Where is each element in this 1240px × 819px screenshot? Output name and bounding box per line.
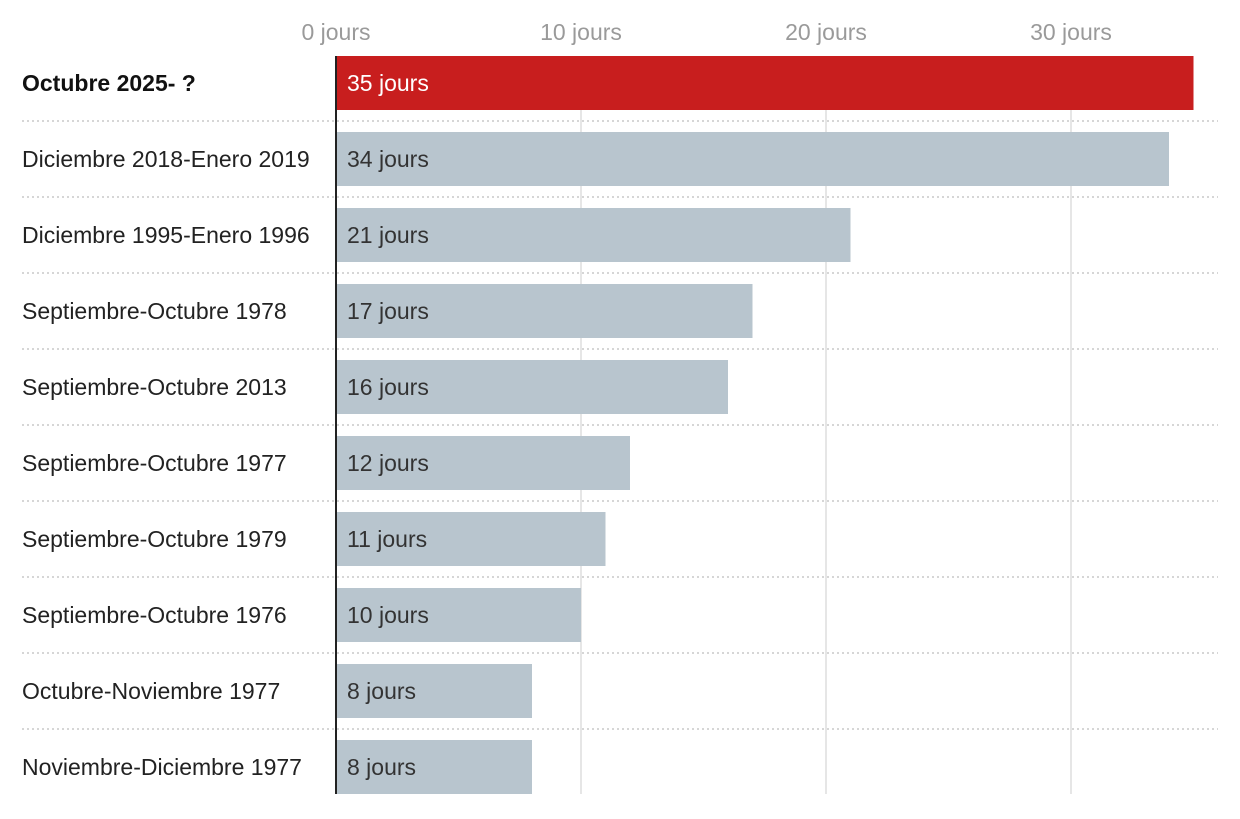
bar	[336, 664, 532, 718]
bar	[336, 588, 581, 642]
bar	[336, 360, 728, 414]
category-label: Septiembre-Octubre 1977	[22, 450, 287, 476]
bar	[336, 740, 532, 794]
category-label: Noviembre-Diciembre 1977	[22, 754, 302, 780]
value-label: 10 jours	[347, 602, 429, 628]
value-label: 35 jours	[347, 70, 429, 96]
value-label: 12 jours	[347, 450, 429, 476]
x-tick-label: 20 jours	[785, 19, 867, 45]
value-label: 8 jours	[347, 678, 416, 704]
x-tick-label: 10 jours	[540, 19, 622, 45]
row-separators	[22, 120, 1218, 730]
category-label: Septiembre-Octubre 1979	[22, 526, 287, 552]
value-label: 34 jours	[347, 146, 429, 172]
category-label: Octubre-Noviembre 1977	[22, 678, 280, 704]
value-label: 11 jours	[347, 526, 427, 552]
category-label: Octubre 2025- ?	[22, 70, 196, 96]
category-label: Septiembre-Octubre 1976	[22, 602, 287, 628]
category-label: Septiembre-Octubre 2013	[22, 374, 287, 400]
value-label: 17 jours	[347, 298, 429, 324]
category-label: Diciembre 2018-Enero 2019	[22, 146, 310, 172]
x-tick-label: 0 jours	[301, 19, 370, 45]
bar	[336, 56, 1194, 110]
bar	[336, 132, 1169, 186]
x-tick-label: 30 jours	[1030, 19, 1112, 45]
value-label: 16 jours	[347, 374, 429, 400]
bar	[336, 208, 851, 262]
bars	[336, 56, 1194, 794]
value-label: 8 jours	[347, 754, 416, 780]
bar	[336, 512, 606, 566]
value-label: 21 jours	[347, 222, 429, 248]
labels: 0 jours 10 jours 20 jours 30 jours Octubre 2…	[22, 19, 1112, 780]
category-label: Septiembre-Octubre 1978	[22, 298, 287, 324]
bar	[336, 436, 630, 490]
bar	[336, 284, 753, 338]
category-label: Diciembre 1995-Enero 1996	[22, 222, 310, 248]
